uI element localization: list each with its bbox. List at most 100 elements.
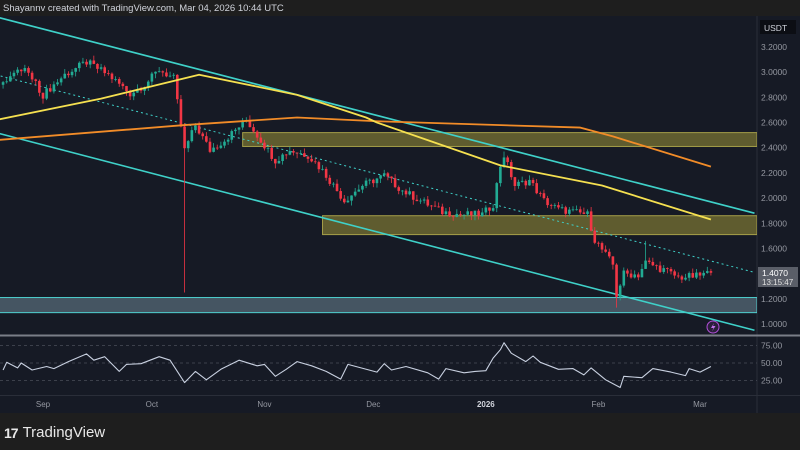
candle[interactable] (339, 188, 342, 201)
candle[interactable] (176, 74, 179, 104)
candle[interactable] (441, 203, 444, 217)
candle[interactable] (1, 80, 5, 89)
candle[interactable] (448, 207, 451, 218)
candle[interactable] (266, 147, 270, 153)
candle[interactable] (368, 178, 371, 185)
candle[interactable] (684, 273, 687, 281)
candle[interactable] (404, 188, 408, 198)
candle[interactable] (136, 84, 139, 93)
candle[interactable] (375, 177, 379, 188)
supply-zone[interactable] (242, 132, 757, 147)
candle[interactable] (455, 209, 459, 218)
candle[interactable] (691, 268, 695, 279)
candle[interactable] (524, 179, 528, 189)
candle[interactable] (103, 65, 107, 77)
candle[interactable] (451, 215, 455, 221)
candle[interactable] (586, 209, 589, 218)
candle[interactable] (651, 257, 655, 267)
candle[interactable] (332, 182, 335, 188)
candle[interactable] (669, 267, 673, 275)
candle[interactable] (647, 257, 651, 264)
candle[interactable] (324, 166, 328, 181)
candle[interactable] (205, 132, 208, 143)
candle[interactable] (622, 267, 626, 288)
candle[interactable] (114, 76, 117, 82)
candle[interactable] (190, 126, 194, 143)
candle[interactable] (88, 59, 92, 69)
fast-moving-average-line[interactable] (0, 73, 712, 221)
candle[interactable] (350, 195, 353, 206)
candle[interactable] (342, 195, 346, 204)
candle[interactable] (477, 208, 480, 220)
candle[interactable] (237, 127, 241, 135)
candle[interactable] (241, 117, 244, 130)
candle[interactable] (59, 76, 63, 86)
candle[interactable] (310, 154, 313, 163)
candle[interactable] (281, 153, 284, 165)
candle[interactable] (695, 268, 698, 279)
candle[interactable] (48, 84, 52, 93)
candle[interactable] (633, 270, 636, 279)
candle[interactable] (168, 71, 172, 78)
candle[interactable] (125, 85, 128, 96)
candle[interactable] (38, 79, 41, 97)
candle[interactable] (346, 196, 350, 203)
candle[interactable] (415, 194, 419, 202)
candle[interactable] (5, 77, 8, 84)
candle[interactable] (397, 185, 401, 195)
rsi-line[interactable] (2, 342, 712, 389)
candle[interactable] (85, 59, 88, 67)
candle[interactable] (223, 139, 226, 149)
lightning-icon[interactable] (706, 320, 720, 334)
candle[interactable] (553, 203, 557, 209)
slow-moving-average-line[interactable] (0, 116, 712, 168)
channel-lower-line[interactable] (0, 132, 755, 332)
candle[interactable] (117, 77, 121, 87)
candle[interactable] (154, 71, 157, 79)
candle[interactable] (321, 165, 324, 171)
candle[interactable] (12, 70, 16, 79)
candle[interactable] (676, 272, 680, 279)
candle[interactable] (313, 158, 317, 164)
candle[interactable] (506, 155, 509, 166)
candle[interactable] (607, 248, 611, 259)
candle[interactable] (372, 178, 375, 188)
candle[interactable] (382, 169, 386, 177)
candle[interactable] (255, 130, 259, 142)
candle[interactable] (379, 174, 382, 184)
candle[interactable] (473, 210, 477, 221)
candle[interactable] (161, 70, 165, 77)
candle[interactable] (578, 206, 582, 215)
candle[interactable] (78, 61, 81, 72)
candle[interactable] (393, 174, 397, 189)
candle[interactable] (146, 80, 150, 91)
candle[interactable] (557, 202, 560, 210)
candle[interactable] (284, 153, 288, 160)
candle[interactable] (680, 274, 684, 284)
candle[interactable] (263, 139, 266, 151)
candle[interactable] (186, 139, 190, 153)
candle[interactable] (535, 179, 538, 195)
candle[interactable] (618, 284, 622, 301)
candle[interactable] (589, 207, 593, 232)
candle[interactable] (528, 175, 531, 186)
candle[interactable] (655, 264, 658, 270)
candle[interactable] (270, 144, 273, 161)
candle[interactable] (226, 137, 230, 145)
candle[interactable] (644, 240, 647, 270)
candle[interactable] (419, 198, 422, 204)
candle[interactable] (259, 132, 263, 143)
candle[interactable] (110, 72, 114, 84)
candle[interactable] (422, 197, 426, 204)
candle[interactable] (597, 241, 600, 247)
candle[interactable] (353, 187, 357, 197)
candle[interactable] (709, 268, 713, 276)
candle[interactable] (288, 146, 292, 156)
candle[interactable] (386, 171, 390, 181)
candle[interactable] (67, 71, 70, 78)
candle[interactable] (292, 149, 295, 156)
candle[interactable] (157, 66, 161, 73)
candle[interactable] (335, 179, 339, 192)
candle[interactable] (70, 69, 74, 78)
candle[interactable] (520, 176, 524, 183)
